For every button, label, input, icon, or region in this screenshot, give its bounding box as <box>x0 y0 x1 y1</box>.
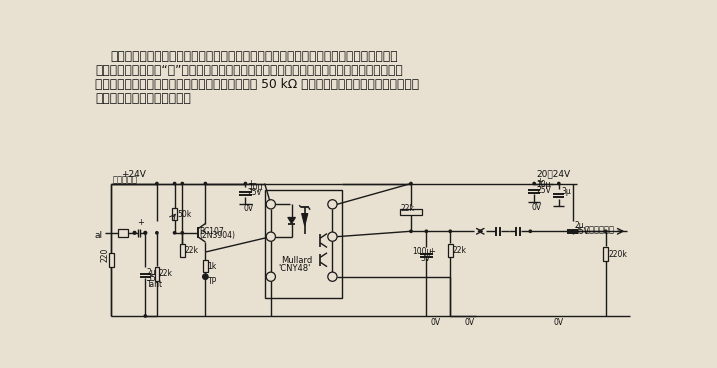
Text: 220: 220 <box>101 248 110 262</box>
Text: 35V: 35V <box>147 274 162 283</box>
Text: 0V: 0V <box>243 204 253 213</box>
Circle shape <box>558 183 560 185</box>
Text: 22k: 22k <box>184 246 199 255</box>
Text: 25V: 25V <box>536 186 551 195</box>
Text: 音频至预放器: 音频至预放器 <box>584 225 614 234</box>
Circle shape <box>156 183 158 185</box>
Circle shape <box>181 183 184 185</box>
Text: TP: TP <box>209 277 218 286</box>
Text: 3V: 3V <box>420 254 430 263</box>
Circle shape <box>328 200 337 209</box>
Text: Mullard: Mullard <box>282 256 313 265</box>
Circle shape <box>425 230 427 233</box>
Text: +: + <box>536 177 543 185</box>
Text: 0V: 0V <box>532 203 542 212</box>
Circle shape <box>328 272 337 281</box>
Circle shape <box>144 231 147 234</box>
Text: 0V: 0V <box>464 318 474 327</box>
Text: 50k: 50k <box>177 210 191 219</box>
Text: 'CNY48': 'CNY48' <box>278 263 311 273</box>
Circle shape <box>203 274 208 279</box>
Circle shape <box>529 230 531 233</box>
Circle shape <box>410 230 412 233</box>
Text: 2: 2 <box>268 232 273 241</box>
Text: 10µ: 10µ <box>536 180 551 190</box>
Text: 100µ: 100µ <box>412 247 432 256</box>
Text: 来自调谐器: 来自调谐器 <box>112 175 137 184</box>
Bar <box>109 253 114 267</box>
Text: 1: 1 <box>268 200 273 209</box>
Circle shape <box>410 183 412 185</box>
Bar <box>118 229 128 237</box>
Bar <box>603 247 609 261</box>
Bar <box>172 208 177 220</box>
Circle shape <box>604 230 607 233</box>
Text: 220k: 220k <box>608 250 627 259</box>
Text: 22k: 22k <box>158 269 172 278</box>
Text: 3: 3 <box>268 272 273 281</box>
Text: +24V: +24V <box>120 170 146 179</box>
Circle shape <box>266 200 275 209</box>
Circle shape <box>133 231 136 234</box>
Circle shape <box>533 183 536 185</box>
Text: BC107: BC107 <box>199 227 224 236</box>
Text: 6: 6 <box>330 200 335 209</box>
Circle shape <box>328 232 337 241</box>
Text: 0V: 0V <box>430 318 440 327</box>
Text: 2µ: 2µ <box>147 268 156 277</box>
Text: aI: aI <box>94 231 103 240</box>
Text: (2N3904): (2N3904) <box>199 231 235 240</box>
Polygon shape <box>288 217 295 224</box>
Polygon shape <box>302 213 308 226</box>
Text: 0V: 0V <box>554 318 564 327</box>
Circle shape <box>244 183 247 185</box>
Text: 低电平信号不受交流“嗁”声的干扰。本电路可用在产生高质量声音和视频输出的调制器中。光: 低电平信号不受交流“嗁”声的干扰。本电路可用在产生高质量声音和视频输出的调制器中… <box>95 64 403 77</box>
Circle shape <box>571 230 574 233</box>
Circle shape <box>174 183 176 185</box>
Text: 电隔离器使用光敏达林顿管和红外发光二极管。用 50 kΩ 可变电阰器调节二极管电流，在噪声: 电隔离器使用光敏达林顿管和红外发光二极管。用 50 kΩ 可变电阰器调节二极管电… <box>95 78 419 91</box>
Circle shape <box>181 231 184 234</box>
Circle shape <box>156 231 158 234</box>
Text: 4: 4 <box>330 272 335 281</box>
Text: +: + <box>138 217 145 227</box>
Bar <box>180 244 184 257</box>
Bar <box>265 191 342 298</box>
Text: 20～24V: 20～24V <box>536 170 571 179</box>
Circle shape <box>449 230 452 233</box>
Bar <box>155 267 159 280</box>
Bar <box>400 209 422 215</box>
Circle shape <box>174 231 176 234</box>
Text: +: + <box>247 179 254 188</box>
Text: Tant: Tant <box>147 280 163 289</box>
Text: 10µ: 10µ <box>248 183 262 192</box>
Text: 和失真之间取得最好的折衷。: 和失真之间取得最好的折衷。 <box>95 92 191 105</box>
Bar <box>448 244 452 258</box>
Text: 在电视机的音频馈入线路中，采用光电隔离器，可以防止电网频率的地电流的循环，保护: 在电视机的音频馈入线路中，采用光电隔离器，可以防止电网频率的地电流的循环，保护 <box>110 50 397 63</box>
Text: 22k: 22k <box>452 246 467 255</box>
Bar <box>203 260 208 272</box>
Text: 5: 5 <box>330 232 335 241</box>
Text: 22k: 22k <box>400 204 414 213</box>
Circle shape <box>144 315 146 317</box>
Circle shape <box>266 232 275 241</box>
Text: 3µ: 3µ <box>561 187 571 196</box>
Text: 2µ: 2µ <box>574 221 584 230</box>
Circle shape <box>204 183 206 185</box>
Circle shape <box>266 272 275 281</box>
Text: 1k: 1k <box>208 262 217 271</box>
Text: 35V: 35V <box>574 227 589 236</box>
Text: 25v: 25v <box>248 188 262 197</box>
Text: +: + <box>428 247 435 256</box>
